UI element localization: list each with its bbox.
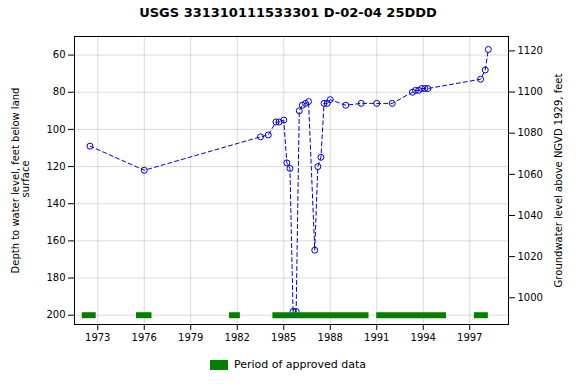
svg-text:1991: 1991	[364, 332, 389, 343]
svg-text:160: 160	[46, 235, 65, 246]
svg-text:80: 80	[53, 86, 66, 97]
svg-text:1997: 1997	[457, 332, 482, 343]
svg-text:Groundwater level above NGVD 1: Groundwater level above NGVD 1929, feet	[553, 74, 564, 288]
svg-text:1979: 1979	[178, 332, 203, 343]
svg-text:180: 180	[46, 272, 65, 283]
svg-text:200: 200	[46, 309, 65, 320]
svg-text:1994: 1994	[411, 332, 436, 343]
svg-text:1100: 1100	[518, 86, 543, 97]
svg-text:1060: 1060	[518, 169, 543, 180]
svg-text:60: 60	[53, 49, 66, 60]
svg-text:1982: 1982	[225, 332, 250, 343]
svg-text:1976: 1976	[132, 332, 157, 343]
svg-text:1020: 1020	[518, 251, 543, 262]
svg-text:1973: 1973	[85, 332, 110, 343]
svg-text:120: 120	[46, 161, 65, 172]
svg-text:1000: 1000	[518, 292, 543, 303]
svg-text:100: 100	[46, 124, 65, 135]
svg-text:1988: 1988	[318, 332, 343, 343]
svg-text:1040: 1040	[518, 210, 543, 221]
svg-text:Depth to water level, feet bel: Depth to water level, feet below land su…	[10, 88, 31, 274]
svg-text:1080: 1080	[518, 127, 543, 138]
html-text:Period of approved data: Period of approved data	[233, 358, 367, 371]
html-text:USGS 331310111533301 D-02-04 2: USGS 331310111533301 D-02-04 25DDD	[139, 5, 437, 20]
svg-text:1120: 1120	[518, 45, 543, 56]
svg-text:1985: 1985	[271, 332, 296, 343]
svg-text:140: 140	[46, 198, 65, 209]
